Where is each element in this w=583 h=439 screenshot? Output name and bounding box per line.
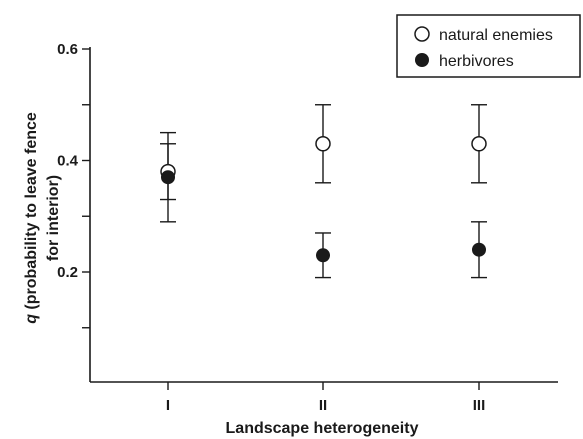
- point-natural-enemies: [471, 136, 487, 152]
- y-tick-label: 0.4: [57, 153, 79, 170]
- y-axis-title-q: q: [23, 314, 40, 324]
- y-axis-title-line2: for interior): [45, 175, 62, 261]
- point-natural-enemies: [315, 136, 331, 152]
- point-herbivores: [472, 242, 486, 257]
- y-axis-title-line1: q (probability to leave fence: [23, 112, 40, 324]
- y-tick-label: 0.6: [57, 41, 78, 58]
- data-points: [160, 136, 487, 263]
- legend-marker-herbivores: [415, 53, 429, 67]
- x-tick-label: I: [166, 397, 170, 414]
- legend: natural enemies herbivores: [396, 14, 581, 78]
- axes: [89, 47, 558, 383]
- x-tick-label: III: [473, 397, 486, 414]
- legend-label-natural-enemies: natural enemies: [439, 27, 553, 44]
- legend-marker-natural-enemies: [414, 26, 430, 42]
- x-axis-ticks: I II III: [166, 382, 485, 414]
- x-tick-label: II: [319, 397, 327, 414]
- point-herbivores: [161, 170, 175, 185]
- y-axis-title-rest: (probability to leave fence: [23, 112, 40, 314]
- y-tick-label: 0.2: [57, 264, 78, 281]
- point-herbivores: [316, 248, 330, 263]
- legend-box: [396, 14, 581, 78]
- y-axis-ticks: 0.6 0.4 0.2: [57, 41, 90, 329]
- x-axis-title: Landscape heterogeneity: [226, 420, 419, 437]
- legend-label-herbivores: herbivores: [439, 53, 514, 70]
